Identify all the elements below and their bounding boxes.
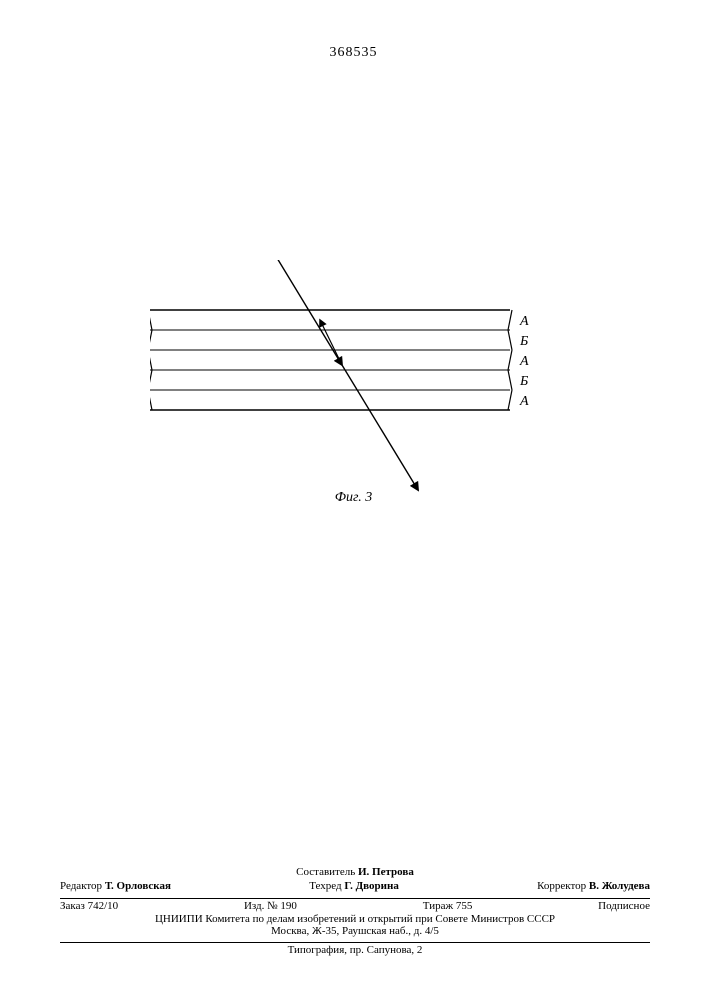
compiler-label: Составитель (296, 866, 355, 878)
printrun-block: Тираж 755 (423, 900, 473, 914)
svg-text:А: А (519, 314, 529, 329)
issue-value: 190 (280, 900, 297, 912)
editor-name: Т. Орловская (105, 880, 171, 892)
figure-caption: Фиг. 3 (0, 490, 707, 506)
footer-meta: Заказ 742/10 Изд. № 190 Тираж 755 Подпис… (60, 900, 650, 914)
footer-typography: Типография, пр. Сапунова, 2 (60, 944, 650, 958)
figure-3: АБАБА (150, 260, 570, 520)
svg-text:Б: Б (519, 374, 528, 389)
svg-text:Б: Б (519, 334, 528, 349)
issue-label: Изд. № (244, 900, 278, 912)
editor-block: Редактор Т. Орловская (60, 880, 171, 894)
footer-address: Москва, Ж-35, Раушская наб., д. 4/5 (60, 925, 650, 939)
order-block: Заказ 742/10 (60, 900, 118, 914)
footer-credits: Редактор Т. Орловская Техред Г. Дворина … (60, 880, 650, 894)
document-number: 368535 (0, 45, 707, 61)
footer-rule-2 (60, 942, 650, 943)
compiler-name: И. Петрова (358, 866, 414, 878)
footer-compiler: Составитель И. Петрова (60, 866, 650, 880)
order-value: 742/10 (88, 900, 119, 912)
tech-editor-label: Техред (309, 880, 341, 892)
printrun-label: Тираж (423, 900, 453, 912)
svg-text:А: А (519, 354, 529, 369)
figure-svg: АБАБА (150, 260, 570, 520)
corrector-name: В. Жолудева (589, 880, 650, 892)
corrector-block: Корректор В. Жолудева (537, 880, 650, 894)
svg-text:А: А (519, 394, 529, 409)
page: 368535 АБАБА Фиг. 3 Составитель И. Петро… (0, 0, 707, 1000)
corrector-label: Корректор (537, 880, 586, 892)
tech-editor-name: Г. Дворина (344, 880, 398, 892)
tech-editor-block: Техред Г. Дворина (309, 880, 399, 894)
subscription: Подписное (598, 900, 650, 914)
order-label: Заказ (60, 900, 85, 912)
footer-rule-1 (60, 898, 650, 899)
printrun-value: 755 (456, 900, 473, 912)
issue-block: Изд. № 190 (244, 900, 297, 914)
editor-label: Редактор (60, 880, 102, 892)
